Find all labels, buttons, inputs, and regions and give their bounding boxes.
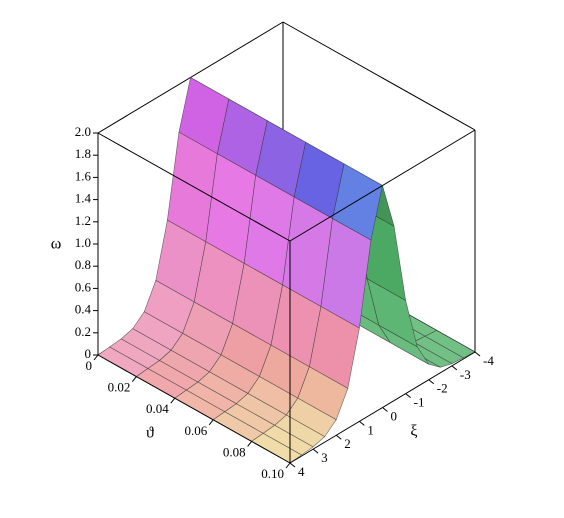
y-axis-label: ϑ — [146, 425, 154, 442]
x-tick — [312, 448, 319, 454]
x-tick — [335, 434, 342, 440]
y-tick — [208, 419, 214, 426]
x-tick-label: 4 — [298, 464, 305, 479]
y-tick — [247, 441, 252, 447]
x-tick-label: -3 — [460, 367, 471, 382]
z-tick-label: 1.2 — [75, 213, 91, 228]
z-tick-label: 1.0 — [75, 235, 91, 250]
x-axis-label: ξ — [410, 423, 417, 440]
y-tick — [132, 376, 137, 382]
x-tick-label: 0 — [391, 408, 398, 423]
x-tick — [405, 393, 411, 399]
y-tick-label: 0.08 — [223, 444, 246, 459]
x-tick-label: -1 — [414, 395, 425, 410]
x-tick-label: 3 — [321, 450, 328, 465]
box-edge — [97, 354, 291, 464]
z-tick-label: 0.6 — [75, 279, 92, 294]
z-tick-label: 0 — [85, 346, 92, 361]
x-tick — [359, 420, 365, 426]
x-tick — [382, 407, 388, 412]
box-edge — [289, 129, 476, 242]
z-tick-label: 1.6 — [75, 168, 92, 183]
y-tick-label: 0.06 — [184, 423, 207, 438]
y-tick-label: 0.04 — [146, 401, 169, 416]
y-tick — [170, 397, 176, 404]
z-tick-label: 0.8 — [75, 257, 91, 272]
z-tick-label: 2.0 — [75, 124, 91, 139]
x-tick-label: 2 — [344, 436, 351, 451]
y-tick — [285, 462, 291, 469]
x-tick — [289, 462, 296, 468]
y-tick — [93, 354, 99, 361]
x-tick-label: -4 — [483, 353, 494, 368]
x-tick — [474, 351, 481, 357]
box-edge — [97, 132, 291, 242]
box-edge — [282, 21, 476, 131]
x-tick — [428, 379, 435, 385]
y-tick-label: 0 — [86, 358, 93, 373]
z-axis-label: ω — [51, 236, 62, 253]
z-tick-label: 0.2 — [75, 324, 91, 339]
z-tick-label: 1.4 — [75, 191, 92, 206]
y-tick-label: 0.02 — [108, 380, 131, 395]
x-tick-label: 1 — [367, 422, 374, 437]
z-tick-label: 0.4 — [75, 302, 92, 317]
y-tick-label: 0.10 — [261, 466, 284, 481]
z-tick-label: 1.8 — [75, 146, 91, 161]
x-tick-label: -2 — [437, 381, 448, 396]
x-tick — [451, 365, 458, 371]
